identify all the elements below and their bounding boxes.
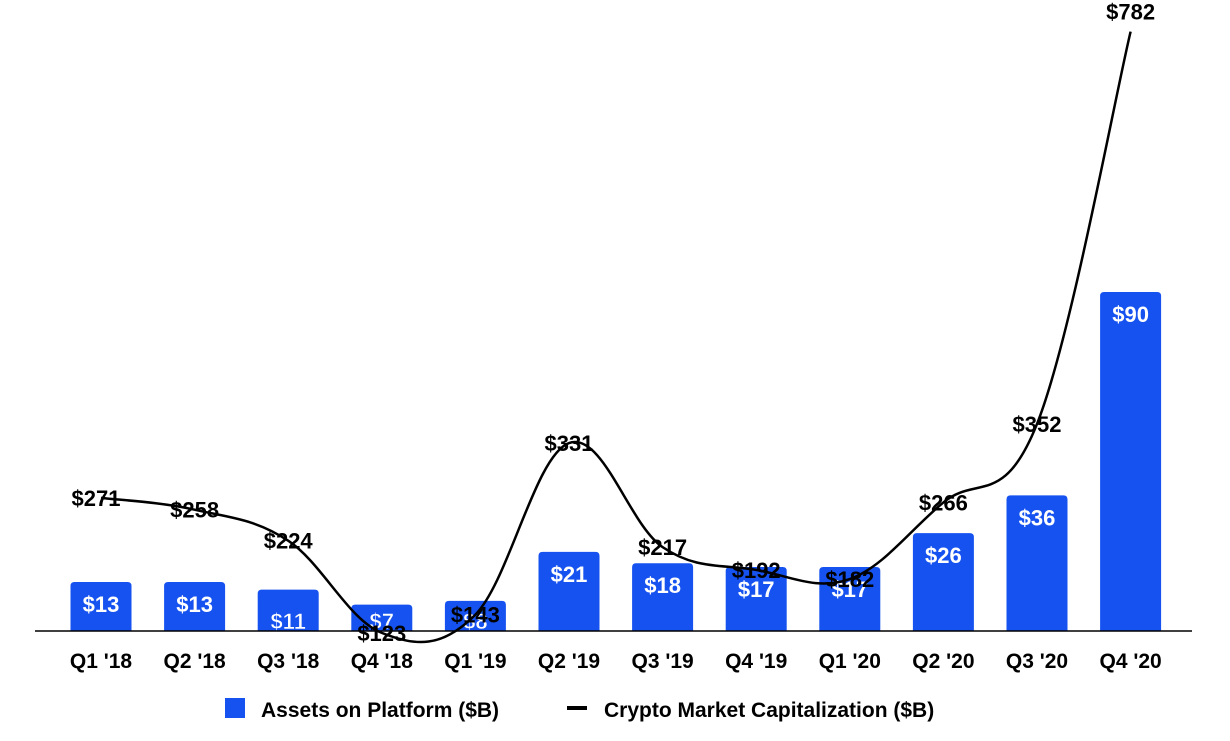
bar-value-label: $18 <box>644 573 681 598</box>
line-value-label: $192 <box>732 558 781 583</box>
x-tick-label: Q2 '19 <box>538 650 600 673</box>
x-tick-label: Q2 '20 <box>912 650 974 673</box>
x-axis-ticks: Q1 '18 Q2 '18 Q3 '18 Q4 '18 Q1 '19 Q2 '19 Q3 '… <box>70 650 1162 673</box>
bar-value-label: $13 <box>176 592 213 617</box>
legend-swatch-assets <box>225 698 245 718</box>
line-value-label: $266 <box>919 490 968 515</box>
x-tick-label: Q4 '18 <box>351 650 414 673</box>
bar <box>1100 292 1162 631</box>
bar <box>912 533 974 631</box>
bar-value-label: $17 <box>738 577 775 602</box>
line-value-label: $271 <box>72 486 121 511</box>
bar <box>538 551 600 631</box>
bar-value-label: $26 <box>925 543 962 568</box>
bar-value-label: $13 <box>83 592 120 617</box>
bar-value-label: $21 <box>551 562 588 587</box>
bar <box>70 582 132 631</box>
bar <box>725 566 787 631</box>
bars-layer: $13 $13$11 $7 $8$21 $18 $17 $17$26$36$90 <box>70 292 1162 634</box>
line-value-label: $182 <box>825 567 874 592</box>
x-tick-label: Q4 '20 <box>1099 650 1161 673</box>
x-tick-label: Q2 '18 <box>163 650 226 673</box>
bar-value-label: $36 <box>1019 505 1056 530</box>
line-value-label: $352 <box>1013 412 1062 437</box>
legend-swatch-market-cap <box>567 706 587 710</box>
bar <box>257 589 319 631</box>
market-cap-line <box>100 31 1132 644</box>
legend-label-market-cap: Crypto Market Capitalization ($B) <box>604 699 934 722</box>
line-value-label: $258 <box>170 498 219 523</box>
bar <box>632 563 694 631</box>
x-tick-label: Q1 '19 <box>444 650 506 673</box>
line-value-label: $331 <box>545 431 594 456</box>
bar-value-label: $11 <box>270 609 306 634</box>
line-layer: $271 $258 $224 $123 $143 $331 $217 $192 $182 $266… <box>72 0 1156 646</box>
bar-value-label: $90 <box>1112 302 1149 327</box>
x-tick-label: Q1 '20 <box>819 650 881 673</box>
bar <box>164 582 226 631</box>
x-tick-label: Q3 '19 <box>631 650 693 673</box>
legend-label-assets: Assets on Platform ($B) <box>261 699 499 722</box>
line-value-label: $782 <box>1106 0 1155 25</box>
x-tick-label: Q3 '20 <box>1006 650 1068 673</box>
line-value-label: $143 <box>451 603 500 628</box>
line-value-label: $123 <box>357 621 406 646</box>
line-value-label: $224 <box>264 529 314 554</box>
x-tick-label: Q3 '18 <box>257 650 320 673</box>
line-value-label: $217 <box>638 535 687 560</box>
bar <box>1006 495 1068 631</box>
legend: Assets on Platform ($B) Crypto Market Ca… <box>225 698 934 722</box>
x-tick-label: Q1 '18 <box>70 650 133 673</box>
x-tick-label: Q4 '19 <box>725 650 787 673</box>
